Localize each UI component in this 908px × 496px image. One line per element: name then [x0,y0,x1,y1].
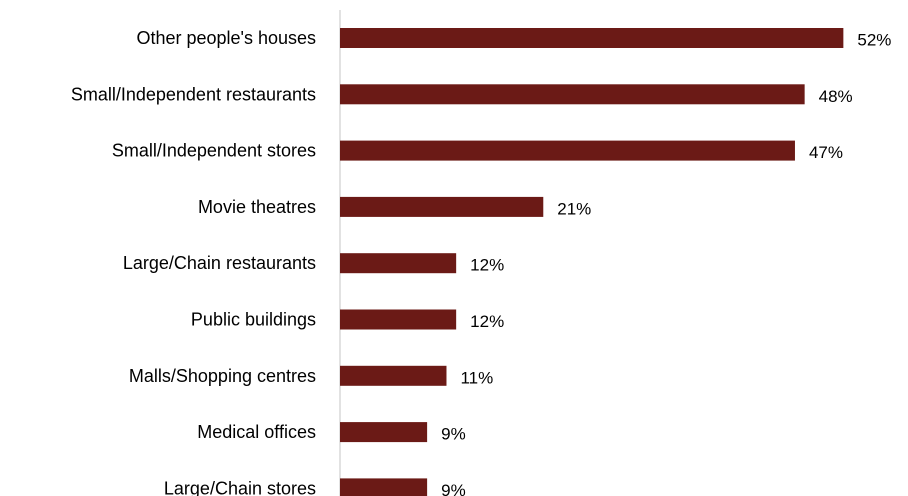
bar [340,253,457,274]
category-label: Medical offices [197,422,316,442]
bar [340,309,457,330]
value-label: 47% [809,143,843,162]
bar [340,28,844,48]
category-label: Large/Chain restaurants [123,253,316,273]
category-label: Public buildings [191,310,316,330]
bar [340,84,805,105]
value-label: 11% [460,368,493,387]
value-label: 9% [441,481,466,496]
value-label: 21% [557,199,591,218]
bar [340,140,795,161]
bar [340,478,428,496]
category-label: Small/Independent restaurants [71,84,316,104]
value-label: 9% [441,425,466,444]
category-label: Other people's houses [136,28,316,48]
bars-group [340,28,844,496]
value-labels-group: 52% 48% 47% 21% 12% 12% 11% 9% 9% [441,31,891,496]
bar [340,365,447,386]
category-label: Small/Independent stores [112,141,316,161]
bar [340,196,544,217]
value-label: 12% [470,312,504,331]
category-label: Movie theatres [198,197,316,217]
value-label: 12% [470,256,504,275]
value-label: 52% [857,31,891,50]
category-labels-group: Other people's houses Small/Independent r… [71,28,316,496]
category-label: Malls/Shopping centres [129,366,316,386]
bar [340,422,428,443]
value-label: 48% [819,87,853,106]
category-label: Large/Chain stores [164,478,316,496]
